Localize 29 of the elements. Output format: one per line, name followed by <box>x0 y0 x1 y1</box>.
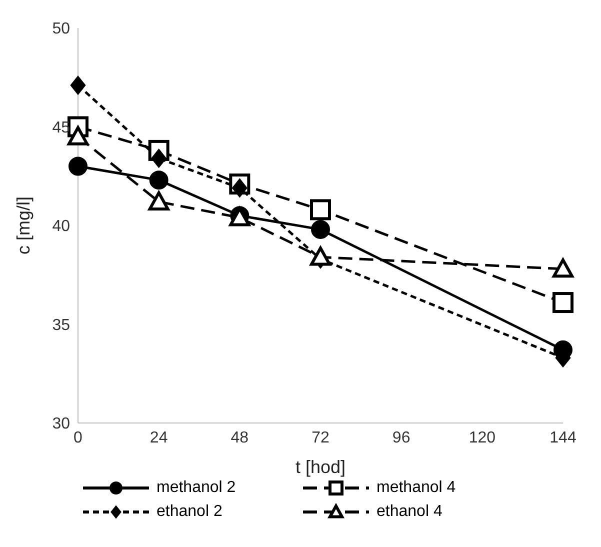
legend-label: methanol 4 <box>376 479 456 497</box>
point <box>552 292 574 314</box>
point <box>310 246 331 266</box>
point <box>232 178 248 198</box>
point <box>552 258 574 278</box>
x-tick-label: 0 <box>74 429 83 446</box>
y-tick-label: 35 <box>52 316 70 334</box>
legend-label: methanol 2 <box>156 479 236 497</box>
point <box>70 76 86 95</box>
x-axis-title: t [hod] <box>295 457 346 477</box>
point <box>310 199 331 220</box>
y-axis-title: c [mg/l] <box>13 196 34 255</box>
point <box>68 156 88 176</box>
y-tick-label: 50 <box>52 20 70 38</box>
point <box>68 126 88 146</box>
y-tick-label: 30 <box>52 416 70 433</box>
point <box>148 191 170 210</box>
x-tick-label: 72 <box>312 429 330 446</box>
x-tick-label: 144 <box>550 429 576 446</box>
legend-label: ethanol 4 <box>376 503 442 521</box>
legend-label: ethanol 2 <box>156 503 222 521</box>
x-tick-label: 96 <box>392 429 410 446</box>
x-tick-label: 120 <box>468 429 496 446</box>
y-tick-label: 40 <box>52 218 70 236</box>
x-tick-label: 24 <box>150 429 168 446</box>
point <box>311 220 330 239</box>
point <box>151 148 167 168</box>
x-tick-label: 48 <box>230 429 249 446</box>
point <box>149 170 168 190</box>
